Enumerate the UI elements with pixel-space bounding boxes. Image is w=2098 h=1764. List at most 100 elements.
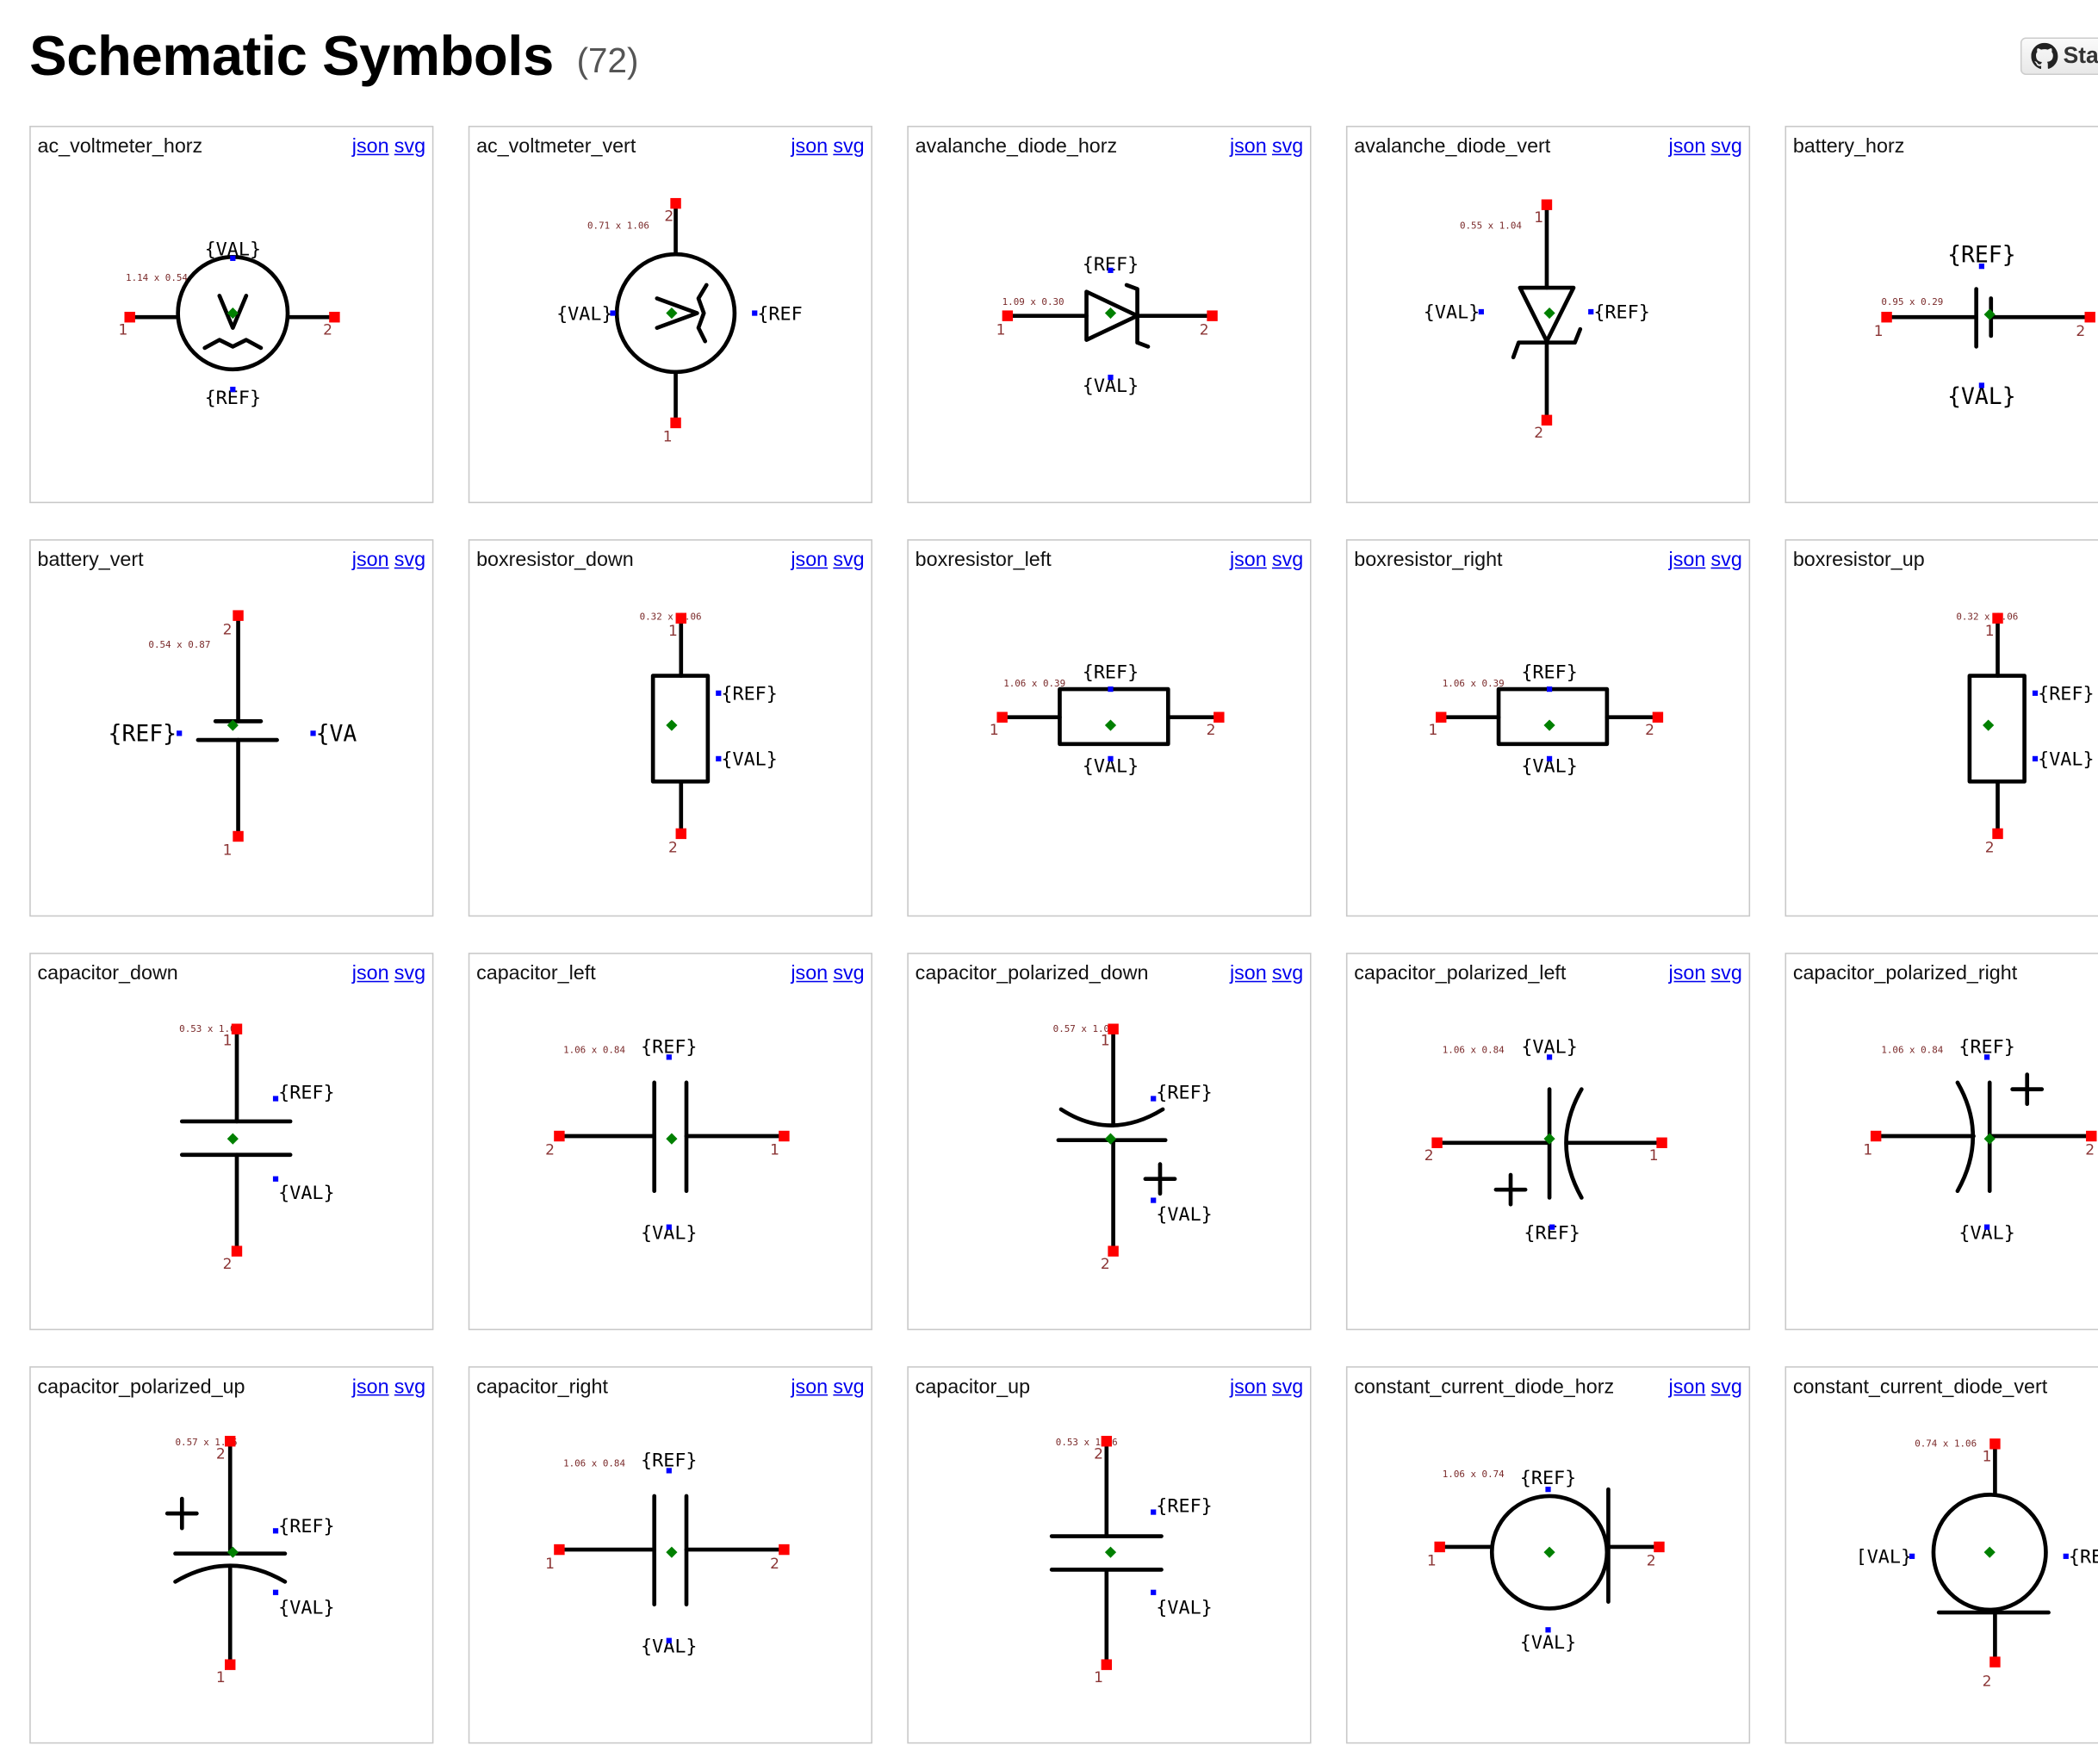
symbol-preview: {REF} {VA 0.54 x 0.87 2 1 [109, 610, 357, 860]
symbol-preview: {REF} {VAL} 1.14 x 0.541 2 [118, 239, 340, 409]
symbol-name: boxresistor_down [476, 548, 634, 572]
pin-marker [1989, 1438, 2001, 1450]
pin-label: 2 [1985, 840, 1995, 857]
svg-link[interactable]: svg [1271, 548, 1304, 572]
json-link[interactable]: json [1229, 548, 1267, 572]
center-marker [1104, 307, 1117, 320]
svg-link[interactable]: svg [833, 1376, 865, 1399]
symbol-preview: {REF} {VAL} 0.55 x 1.04 1 2 [1424, 199, 1650, 442]
github-icon [2031, 42, 2058, 70]
symbol-card: {REF} {VAL} 1.06 x 0.74 1 2 constant_curren… [1345, 1366, 1751, 1744]
json-link[interactable]: json [1668, 548, 1706, 572]
pin-marker [2086, 1130, 2097, 1142]
json-link[interactable]: json [1229, 1376, 1267, 1399]
label-anchor [1108, 755, 1114, 761]
symbol-preview: {REF} {VAL} 0.57 x 1.061 2 [1053, 1023, 1213, 1273]
svg-link[interactable]: svg [1710, 962, 1742, 985]
json-link[interactable]: json [351, 962, 389, 985]
symbol-name: boxresistor_right [1354, 548, 1503, 572]
pin-label: 2 [1534, 425, 1543, 442]
symbol-name: boxresistor_left [915, 548, 1052, 572]
json-link[interactable]: json [791, 962, 829, 985]
json-link[interactable]: json [1229, 962, 1267, 985]
json-link[interactable]: json [1668, 962, 1706, 985]
pin-label: 2 [1647, 1553, 1656, 1570]
center-marker [666, 719, 678, 731]
svg-link[interactable]: svg [1271, 1376, 1304, 1399]
json-link[interactable]: json [791, 1376, 829, 1399]
pin-marker [231, 1023, 243, 1034]
pin-label: 2 [1425, 1147, 1434, 1165]
dimensions-label: 1.09 x 0.30 [1002, 296, 1065, 307]
json-link[interactable]: json [351, 548, 389, 572]
label-anchor [272, 1589, 279, 1595]
dimensions-label: 1.06 x 0.39 [1003, 678, 1065, 689]
symbol-preview: {REF} {VAL} 0.57 x 1.062 1 [164, 1436, 335, 1686]
svg-link[interactable]: svg [833, 134, 865, 158]
val-label: {VAL} [2038, 749, 2094, 771]
svg-link[interactable]: svg [394, 1376, 426, 1399]
symbol-name: capacitor_polarized_right [1792, 962, 2018, 985]
svg-link[interactable]: svg [394, 134, 426, 158]
val-label: {VAL} [278, 1183, 334, 1204]
dimensions-label: 1.06 x 0.84 [1881, 1045, 1943, 1056]
svg-link[interactable]: svg [1271, 962, 1304, 985]
json-link[interactable]: json [351, 134, 389, 158]
svg-link[interactable]: svg [394, 962, 426, 985]
pin-marker [1881, 311, 1892, 323]
symbol-card: {REF} {VAL} 0.57 x 1.06 1 2 capacitor_polar… [907, 953, 1312, 1331]
pin-label: 1 [223, 1032, 233, 1049]
symbol-preview: {REF} {VAL} 1.06 x 0.841 2 [1863, 1037, 2097, 1245]
v-glyph [217, 294, 249, 330]
svg-link[interactable]: svg [1710, 1376, 1742, 1399]
symbol-name: ac_voltmeter_horz [37, 134, 203, 158]
pin-label: 1 [1985, 623, 1995, 640]
svg-link[interactable]: svg [833, 962, 865, 985]
svg-link[interactable]: svg [833, 548, 865, 572]
pin-label: 1 [118, 321, 127, 339]
pin-label: 2 [2076, 323, 2085, 340]
card-links: json svg [1663, 1376, 1742, 1399]
svg-link[interactable]: svg [1710, 134, 1742, 158]
center-marker [1104, 719, 1117, 731]
pin-label: 2 [223, 621, 233, 638]
json-link[interactable]: json [1668, 1376, 1706, 1399]
svg-link[interactable]: svg [1271, 134, 1304, 158]
label-anchor [666, 1637, 672, 1643]
symbol-lines [1056, 1027, 1177, 1253]
label-anchor [1546, 1054, 1553, 1060]
label-anchor [1983, 1224, 1990, 1230]
label-anchor [1549, 1224, 1555, 1230]
center-marker [227, 1133, 239, 1145]
json-link[interactable]: json [1229, 134, 1267, 158]
pin-label: 1 [223, 842, 233, 860]
symbol-name: battery_horz [1792, 134, 1905, 158]
val-label: {VAL} [721, 749, 777, 771]
json-link[interactable]: json [791, 548, 829, 572]
symbol-lines [1873, 1072, 2094, 1194]
symbol-name: capacitor_right [476, 1376, 608, 1399]
dimensions-label: 0.32 x 1.06 [1956, 611, 2018, 622]
json-link[interactable]: json [351, 1376, 389, 1399]
pin-label: 1 [770, 1142, 779, 1159]
svg-link[interactable]: svg [394, 548, 426, 572]
json-link[interactable]: json [1668, 134, 1706, 158]
label-anchor [1151, 1509, 1157, 1515]
ref-label: {RE [2069, 1547, 2098, 1568]
label-anchor [1151, 1096, 1157, 1102]
pin-marker [1992, 828, 2003, 840]
symbol-preview: {REF} {VAL} 0.32 x 1.061 2 [640, 611, 778, 856]
pin-label: 2 [323, 321, 332, 339]
pin-marker [225, 1659, 236, 1670]
svg-link[interactable]: svg [1710, 548, 1742, 572]
pin-marker [1541, 414, 1553, 426]
pin-marker [1652, 711, 1664, 723]
json-link[interactable]: json [791, 134, 829, 158]
plate-curved [1955, 1080, 1976, 1194]
symbol-lines [179, 1027, 293, 1253]
github-star-button[interactable]: Star [2020, 37, 2098, 76]
pin-marker [1656, 1137, 1667, 1148]
symbol-lines [1511, 202, 1583, 423]
pin-marker [231, 1245, 243, 1257]
